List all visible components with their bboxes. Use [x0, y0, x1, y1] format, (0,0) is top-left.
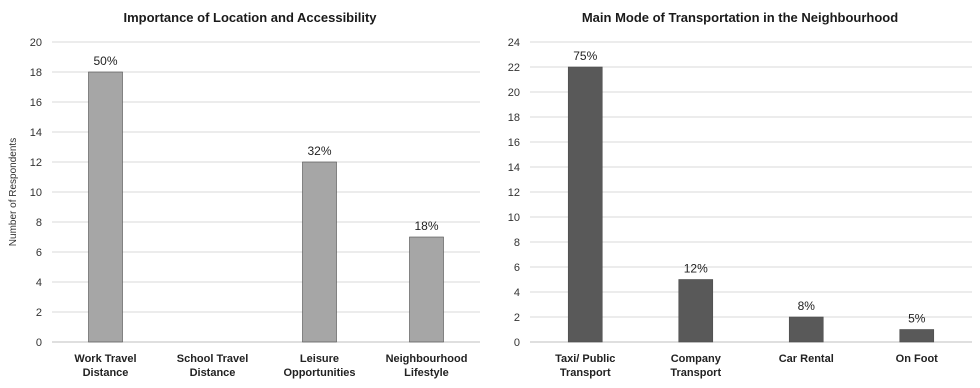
- data-label: 50%: [93, 54, 117, 68]
- y-tick-label: 2: [514, 312, 520, 324]
- bar: [303, 162, 337, 342]
- category-label-line: Car Rental: [779, 353, 834, 365]
- y-tick-label: 20: [30, 37, 42, 49]
- y-tick-label: 16: [30, 97, 42, 109]
- y-tick-label: 20: [508, 87, 520, 99]
- category-label-line: Distance: [190, 367, 236, 379]
- bar: [789, 317, 823, 342]
- category-label-line: Distance: [83, 367, 129, 379]
- y-tick-label: 18: [30, 67, 42, 79]
- chart-title: Importance of Location and Accessibility: [123, 10, 377, 25]
- bar: [89, 72, 123, 342]
- category-label: On Foot: [896, 353, 938, 365]
- data-label: 32%: [307, 144, 331, 158]
- y-axis-label: Number of Respondents: [8, 138, 19, 246]
- category-label-line: Neighbourhood: [386, 353, 468, 365]
- category-label: Leisure Opportunities: [283, 353, 355, 379]
- y-tick-label: 14: [508, 162, 520, 174]
- y-tick-label: 6: [514, 262, 520, 274]
- category-label-line: Company: [671, 353, 722, 365]
- y-tick-label: 12: [30, 157, 42, 169]
- transportation-mode-chart: Main Mode of Transportation in the Neigh…: [490, 0, 980, 388]
- chart-title: Main Mode of Transportation in the Neigh…: [582, 10, 898, 25]
- bar: [410, 237, 444, 342]
- category-label: Neighbourhood Lifestyle: [386, 353, 468, 379]
- category-label-line: School Travel: [177, 353, 249, 365]
- data-label: 8%: [798, 299, 816, 313]
- y-tick-label: 14: [30, 127, 42, 139]
- category-label: Car Rental: [779, 353, 834, 365]
- data-label: 5%: [908, 312, 926, 326]
- y-tick-label: 22: [508, 62, 520, 74]
- y-tick-label: 24: [508, 37, 520, 49]
- category-label-line: Lifestyle: [404, 367, 449, 379]
- category-label-line: Opportunities: [283, 367, 355, 379]
- y-tick-label: 0: [36, 337, 42, 349]
- category-label: Company Transport: [670, 353, 721, 379]
- data-label: 75%: [573, 49, 597, 63]
- y-tick-label: 12: [508, 187, 520, 199]
- bar: [568, 67, 602, 342]
- y-tick-label: 18: [508, 112, 520, 124]
- y-tick-label: 16: [508, 137, 520, 149]
- y-tick-label: 0: [514, 337, 520, 349]
- transportation-mode-chart-svg: Main Mode of Transportation in the Neigh…: [490, 0, 980, 388]
- category-label-line: Leisure: [300, 353, 339, 365]
- bar: [900, 330, 934, 343]
- category-label-line: Work Travel: [74, 353, 136, 365]
- location-accessibility-chart: Importance of Location and Accessibility…: [0, 0, 490, 388]
- y-tick-label: 8: [514, 237, 520, 249]
- data-label: 18%: [414, 219, 438, 233]
- category-label: School Travel Distance: [177, 353, 249, 379]
- category-label-line: Transport: [670, 367, 721, 379]
- y-tick-label: 6: [36, 247, 42, 259]
- category-label-line: On Foot: [896, 353, 938, 365]
- y-tick-label: 10: [30, 187, 42, 199]
- y-tick-label: 4: [36, 277, 42, 289]
- data-label: 12%: [684, 262, 708, 276]
- location-accessibility-chart-svg: Importance of Location and Accessibility…: [0, 0, 490, 388]
- y-tick-label: 2: [36, 307, 42, 319]
- y-tick-label: 10: [508, 212, 520, 224]
- y-tick-label: 4: [514, 287, 520, 299]
- category-label: Work Travel Distance: [74, 353, 136, 379]
- category-label-line: Transport: [560, 367, 611, 379]
- category-label: Taxi/ Public Transport: [555, 353, 615, 379]
- category-label-line: Taxi/ Public: [555, 353, 615, 365]
- y-tick-label: 8: [36, 217, 42, 229]
- bar: [679, 280, 713, 343]
